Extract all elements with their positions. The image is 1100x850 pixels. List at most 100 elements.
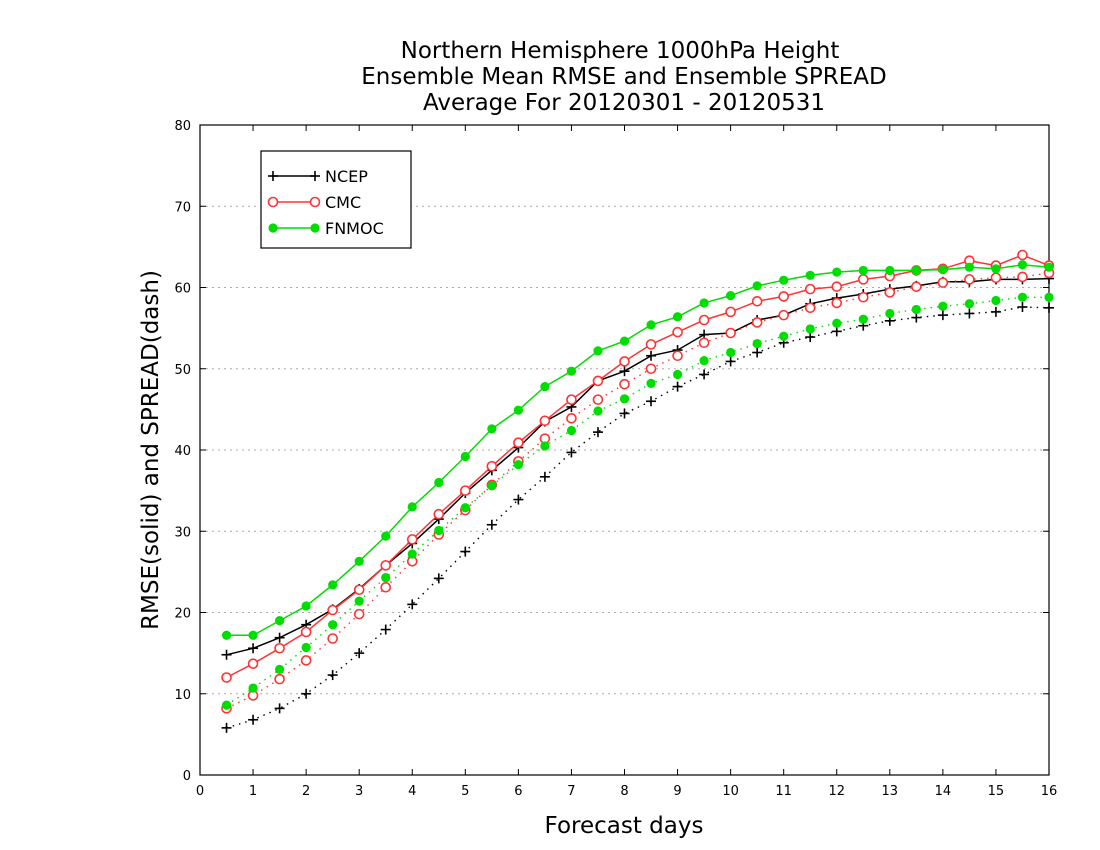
cmc-rmse-point	[353, 584, 365, 596]
x-tick-label: 2	[302, 784, 310, 799]
ncep-spread-point	[513, 494, 524, 505]
ncep-spread-point	[274, 703, 285, 714]
cmc-rmse-point	[725, 306, 736, 318]
fnmoc-rmse-point	[699, 298, 709, 308]
fnmoc-rmse-point	[964, 262, 975, 272]
ncep-spread-point	[407, 599, 418, 610]
cmc-spread-point	[964, 274, 975, 285]
y-tick-label: 10	[174, 688, 191, 703]
y-axis-label: RMSE(solid) and SPREAD(dash)	[138, 270, 164, 630]
ncep-rmse-point	[619, 366, 630, 377]
cmc-spread-point	[619, 378, 630, 390]
cmc-rmse-point	[566, 394, 577, 405]
ncep-spread-point	[433, 573, 444, 584]
fnmoc-rmse-point	[301, 601, 311, 611]
ncep-spread-point	[805, 332, 816, 343]
cmc-spread-point	[1017, 271, 1028, 283]
ncep-spread-point	[327, 670, 338, 681]
axis-ticks: 0 1 2 3 4 5 6 7 8 9 10 11 12 13 14 15 160102030405060708…	[174, 119, 1057, 799]
legend: NCEP CMC FNMOC	[260, 150, 412, 249]
fnmoc-spread-point	[779, 331, 789, 341]
ncep-spread-point	[354, 648, 365, 659]
y-tick-label: 70	[174, 200, 191, 215]
gridlines	[200, 205, 1049, 695]
fnmoc-spread-point	[566, 425, 577, 436]
fnmoc-rmse-point	[858, 265, 868, 276]
ncep-spread-point	[301, 688, 312, 699]
cmc-spread-point	[672, 350, 683, 362]
fnmoc-rmse-point	[805, 270, 815, 280]
cmc-rmse-point	[804, 283, 816, 295]
chart-title-line-3: Average For 20120301 - 20120531	[423, 90, 825, 116]
fnmoc-rmse-point	[513, 405, 523, 415]
fnmoc-spread-point	[407, 549, 417, 559]
y-tick-label: 80	[174, 119, 191, 134]
fnmoc-spread-point	[248, 683, 258, 693]
cmc-spread-point	[566, 413, 577, 424]
fnmoc-rmse-point	[328, 580, 338, 590]
fnmoc-rmse-line	[226, 264, 1050, 637]
x-tick-label: 11	[775, 784, 792, 799]
series	[221, 249, 1055, 733]
legend-marker-ncep	[310, 171, 320, 181]
fnmoc-rmse-point	[1017, 260, 1028, 270]
fnmoc-rmse-point	[274, 616, 285, 626]
ncep-spread-point	[990, 306, 1001, 317]
ncep-spread-point	[831, 326, 842, 337]
x-tick-label: 9	[673, 784, 681, 799]
fnmoc-rmse-point	[646, 320, 656, 330]
cmc-rmse-point	[433, 508, 445, 520]
ncep-spread-point	[460, 546, 471, 557]
cmc-rmse-point	[247, 658, 259, 669]
cmc-rmse-point	[592, 375, 604, 387]
cmc-rmse-point	[300, 626, 312, 638]
fnmoc-spread-point	[487, 481, 497, 491]
cmc-rmse-point	[831, 281, 843, 292]
fnmoc-spread-point	[646, 378, 656, 388]
cmc-rmse-point	[486, 460, 498, 472]
cmc-rmse-point	[698, 314, 710, 326]
fnmoc-rmse-point	[726, 291, 736, 301]
fnmoc-spread-point	[460, 503, 470, 513]
fnmoc-spread-point	[805, 324, 815, 334]
legend-label-ncep: NCEP	[325, 167, 368, 186]
fnmoc-rmse-point	[221, 630, 232, 640]
fnmoc-spread-point	[699, 356, 709, 366]
ncep-spread-point	[672, 381, 683, 392]
ncep-spread-point	[1044, 302, 1054, 313]
cmc-rmse-point	[778, 291, 789, 302]
fnmoc-rmse-point	[381, 531, 391, 541]
x-tick-label: 14	[935, 784, 952, 799]
fnmoc-rmse-point	[460, 451, 470, 462]
cmc-spread-point	[353, 608, 365, 620]
cmc-rmse-point	[327, 604, 338, 616]
cmc-rmse-point	[406, 534, 418, 545]
cmc-rmse-point	[274, 642, 285, 654]
ncep-spread-point	[592, 427, 603, 438]
ncep-spread-point	[964, 308, 975, 319]
ncep-spread-line	[226, 306, 1050, 729]
cmc-spread-point	[327, 633, 338, 644]
cmc-rmse-point	[857, 274, 869, 285]
fnmoc-spread-point	[752, 338, 762, 349]
fnmoc-rmse-point	[991, 264, 1001, 274]
ncep-spread-point	[486, 519, 497, 530]
fnmoc-spread-point	[726, 347, 736, 358]
cmc-rmse-point	[1017, 249, 1028, 261]
legend-box	[260, 150, 412, 249]
fnmoc-spread-point	[221, 700, 232, 710]
ncep-spread-point	[725, 356, 736, 367]
ncep-rmse-point	[274, 632, 285, 643]
cmc-rmse-point	[619, 356, 630, 367]
fnmoc-rmse-point	[619, 336, 630, 346]
ncep-spread-point	[646, 396, 657, 407]
fnmoc-spread-point	[593, 406, 603, 416]
fnmoc-spread-point	[274, 664, 285, 674]
ncep-spread-point	[911, 312, 922, 323]
ncep-rmse-line	[226, 277, 1050, 656]
cmc-spread-point	[778, 309, 789, 321]
ncep-spread-point	[619, 408, 630, 419]
fnmoc-rmse-point	[1044, 262, 1054, 272]
fnmoc-rmse-point	[885, 265, 895, 276]
